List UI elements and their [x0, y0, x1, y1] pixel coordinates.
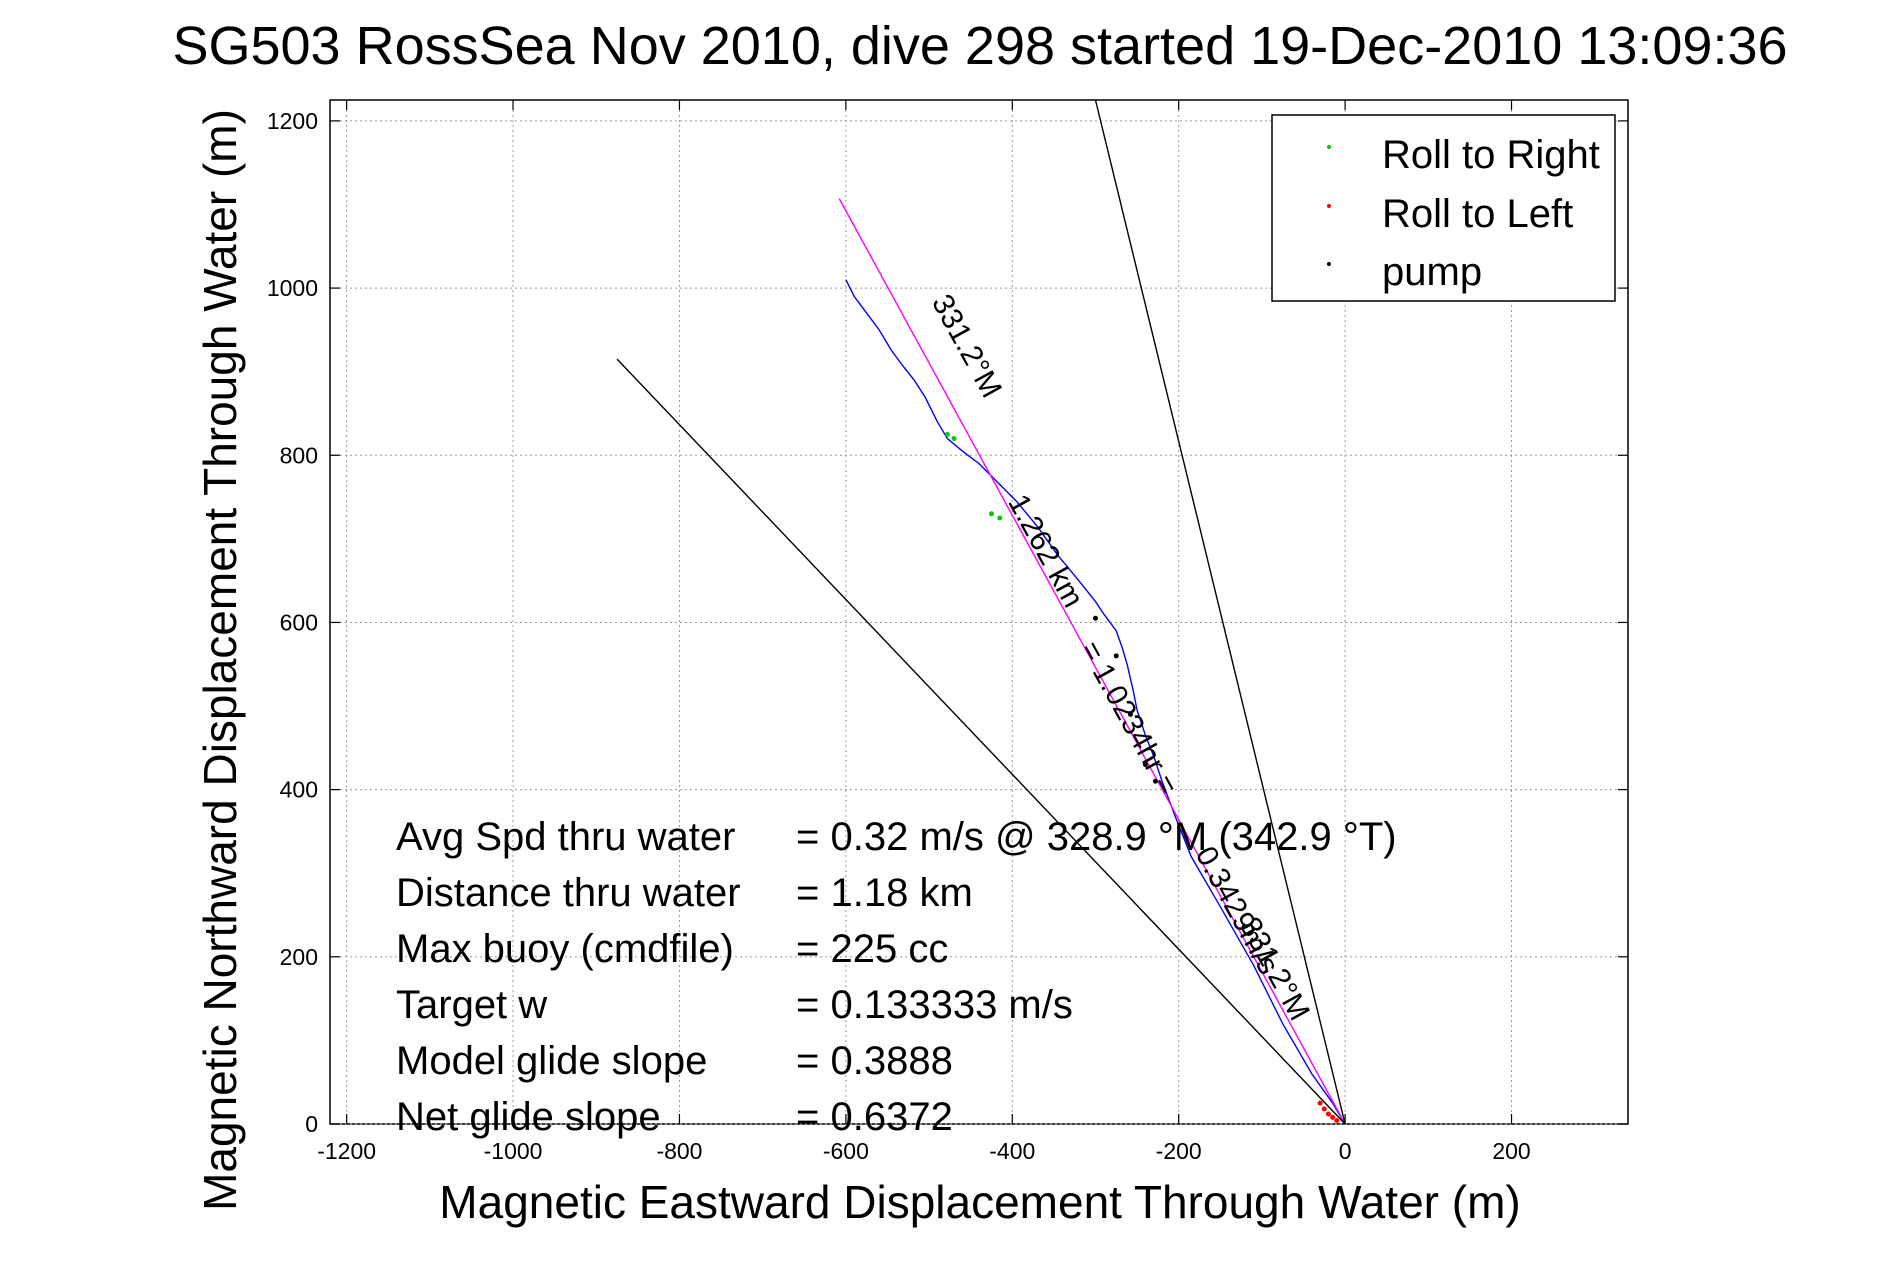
- y-axis-label: Magnetic Northward Displacement Through …: [194, 109, 246, 1211]
- legend-label-roll-left: Roll to Left: [1382, 192, 1573, 236]
- stat-label: Model glide slope: [396, 1039, 707, 1083]
- x-tick-label: -600: [823, 1138, 869, 1164]
- stat-label: Target w: [396, 983, 547, 1027]
- y-tick-label: 1000: [267, 275, 318, 301]
- marker-pump: [1152, 778, 1158, 784]
- x-tick-label: 0: [1339, 1138, 1352, 1164]
- stat-value: = 1.18 km: [796, 871, 973, 915]
- y-tick-label: 600: [280, 609, 318, 635]
- marker-roll-to-left: [1334, 1118, 1340, 1124]
- stat-label: Distance thru water: [396, 871, 741, 915]
- marker-roll-to-left: [1317, 1100, 1323, 1106]
- x-axis-label: Magnetic Eastward Displacement Through W…: [439, 1176, 1520, 1228]
- marker-pump: [1142, 762, 1148, 768]
- line-heading-envelope-1: [1094, 99, 1346, 1125]
- stat-label: Max buoy (cmdfile): [396, 927, 734, 971]
- marker-roll-to-right: [997, 515, 1003, 521]
- y-tick-label: 400: [280, 777, 318, 803]
- stat-value: = 0.6372: [796, 1095, 953, 1139]
- stat-value: = 0.133333 m/s: [796, 983, 1073, 1027]
- legend-swatch-pump: [1327, 262, 1331, 266]
- stat-label: Avg Spd thru water: [396, 815, 735, 859]
- x-tick-label: -1000: [484, 1138, 543, 1164]
- marker-roll-to-left: [1330, 1114, 1336, 1120]
- line-track: [845, 279, 1346, 1125]
- y-tick-label: 0: [305, 1111, 318, 1137]
- marker-roll-to-right: [951, 436, 957, 442]
- x-tick-label: 200: [1492, 1138, 1530, 1164]
- dive-statistics: Avg Spd thru water = 0.32 m/s @ 328.9 °M …: [396, 815, 1397, 1139]
- stat-value: = 0.3888: [796, 1039, 953, 1083]
- x-axis-ticks: -1200 -1000 -800 -600 -400 -200 0 200: [317, 100, 1531, 1164]
- line-heading-line: [838, 198, 1346, 1125]
- marker-roll-to-right: [944, 431, 950, 437]
- plot-markers: [944, 431, 1340, 1124]
- stat-label: Net glide slope: [396, 1095, 661, 1139]
- y-tick-label: 200: [280, 944, 318, 970]
- marker-roll-to-right: [988, 511, 994, 517]
- y-axis-ticks: 0 200 400 600 800 1000 1200: [267, 108, 1628, 1137]
- plot-lines: [616, 99, 1346, 1125]
- marker-pump: [1113, 653, 1119, 659]
- marker-pump: [1092, 615, 1098, 621]
- marker-pump: [1127, 711, 1133, 717]
- legend: Roll to Right Roll to Left pump: [1271, 114, 1616, 302]
- y-tick-label: 1200: [267, 108, 318, 134]
- legend-label-roll-right: Roll to Right: [1382, 133, 1600, 177]
- legend-label-pump: pump: [1382, 250, 1482, 294]
- line-heading-envelope-2: [616, 358, 1346, 1125]
- marker-roll-to-left: [1321, 1106, 1327, 1112]
- legend-swatch-roll-right: [1327, 145, 1331, 149]
- stat-value: = 225 cc: [796, 927, 948, 971]
- marker-roll-to-left: [1325, 1111, 1331, 1117]
- x-tick-label: -1200: [317, 1138, 376, 1164]
- x-tick-label: -200: [1156, 1138, 1202, 1164]
- x-tick-label: -800: [656, 1138, 702, 1164]
- stat-value: = 0.32 m/s @ 328.9 °M (342.9 °T): [796, 815, 1397, 859]
- x-tick-label: -400: [989, 1138, 1035, 1164]
- y-tick-label: 800: [280, 442, 318, 468]
- chart-title: SG503 RossSea Nov 2010, dive 298 started…: [172, 16, 1787, 76]
- legend-swatch-roll-left: [1327, 204, 1331, 208]
